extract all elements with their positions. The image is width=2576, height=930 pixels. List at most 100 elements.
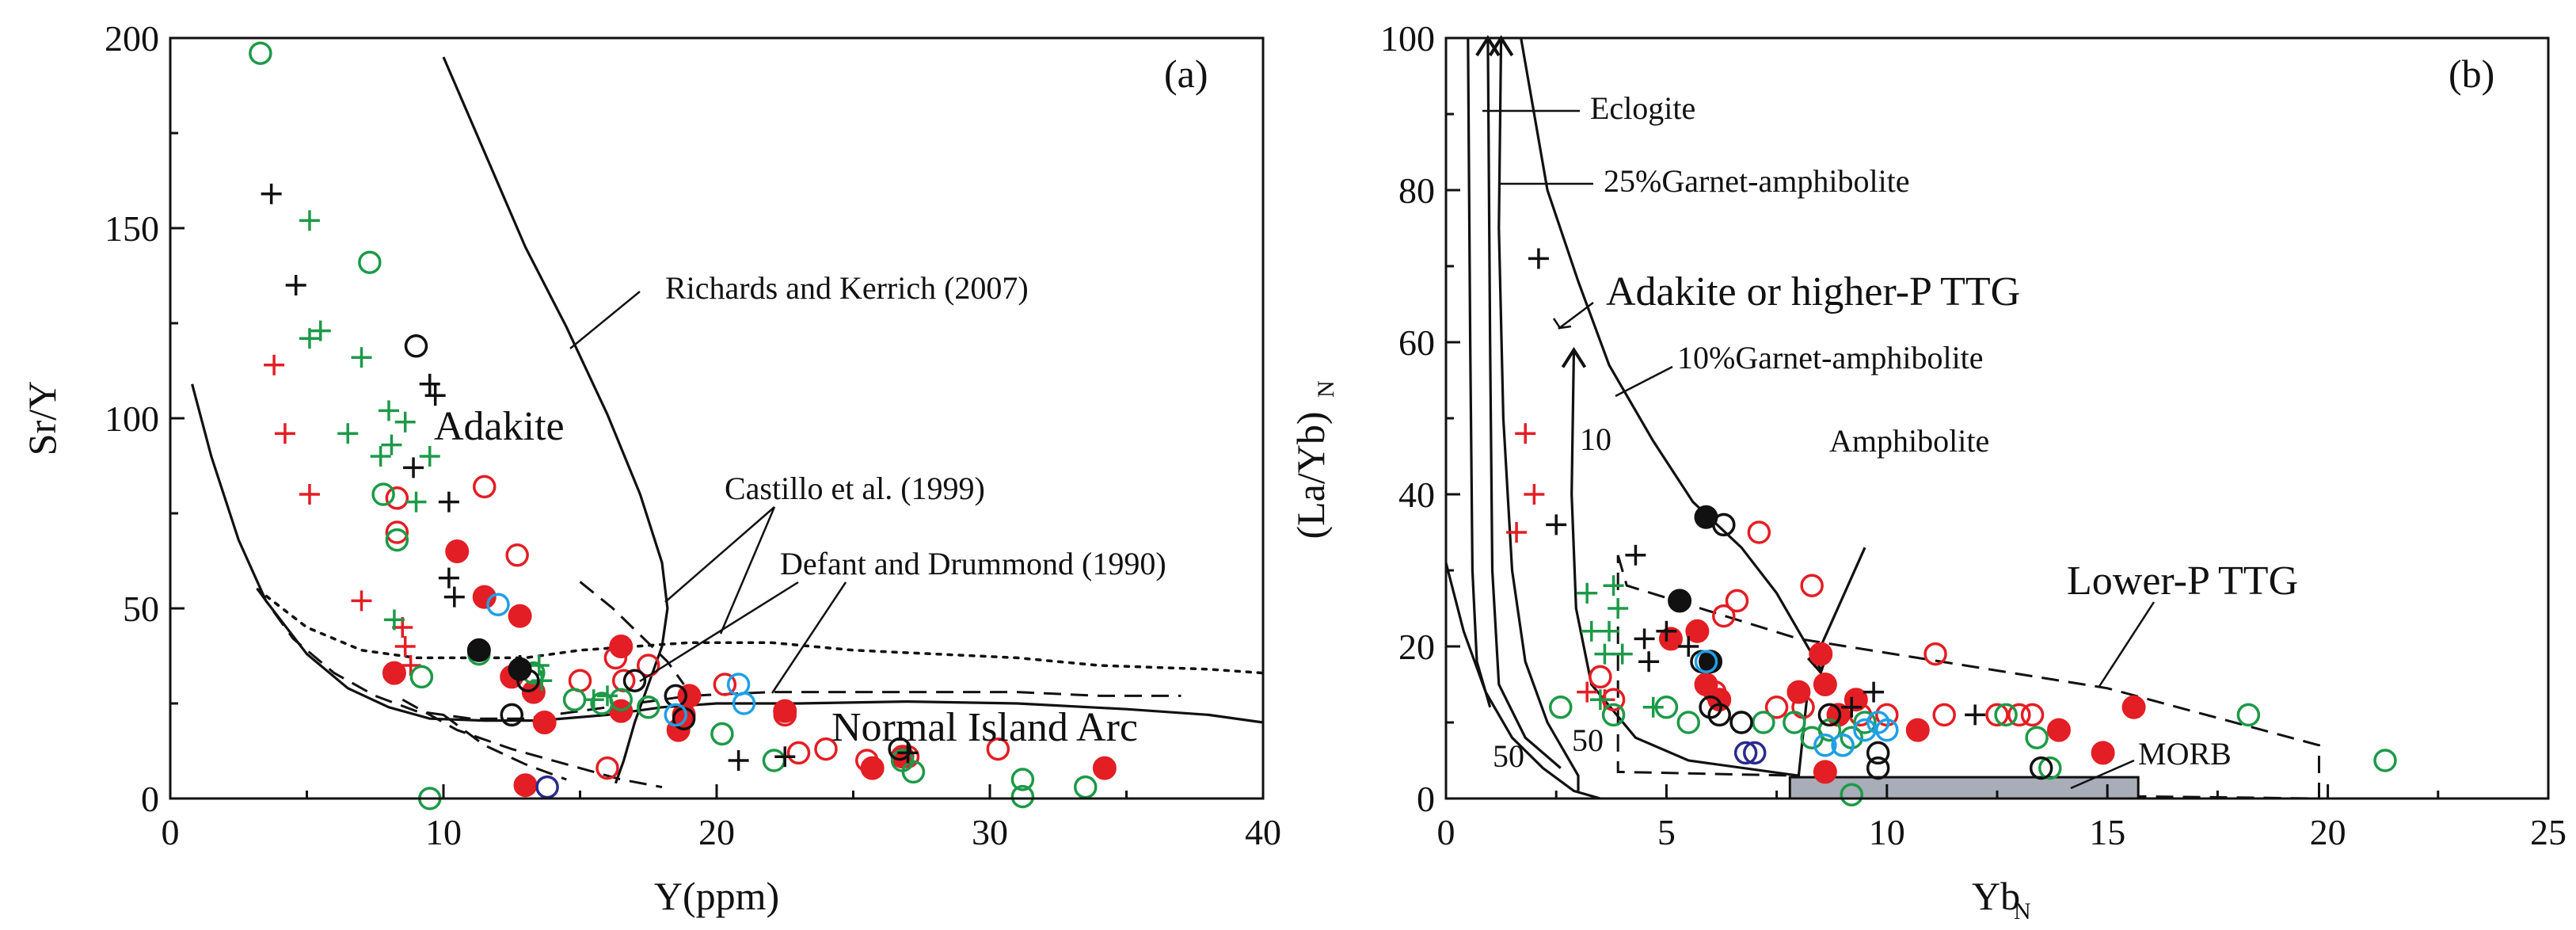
a-point-blue-open <box>486 593 510 616</box>
a-point-black-cross <box>443 586 465 608</box>
panel-b-x-label: Yb <box>1972 874 2020 918</box>
a-point-black-cross <box>419 373 440 394</box>
a-point-red-open <box>505 543 529 567</box>
boundary-amph_arrow_line <box>1819 547 1866 647</box>
b-point-black-filled <box>1694 505 1718 529</box>
a-point-black-cross <box>774 746 796 768</box>
a-point-green-open <box>562 688 587 711</box>
b-point-black-filled <box>1668 589 1692 613</box>
a-point-green-open <box>249 41 272 65</box>
b-point-green-open <box>1840 783 1864 806</box>
defant-leader-2 <box>771 581 847 694</box>
b-point-green-open <box>2236 703 2261 727</box>
b-point-black-cross <box>1656 620 1677 642</box>
b-point-black-cross <box>1841 696 1863 718</box>
a-point-green-cross <box>405 491 427 513</box>
a-point-green-open <box>385 528 409 552</box>
a-point-green-cross <box>394 411 416 433</box>
a-point-green-cross <box>379 400 399 421</box>
a-point-green-cross <box>337 423 359 444</box>
garnet10-leader <box>1615 365 1673 398</box>
panel-b-y-label-sub: N <box>1313 380 1339 398</box>
a-x-tick-label: 10 <box>425 812 462 852</box>
b-point-green-open <box>1783 711 1806 734</box>
b-point-red-open <box>1712 604 1736 628</box>
a-point-red-filled <box>508 604 532 628</box>
b-point-green-open <box>1752 711 1775 734</box>
a-point-red-cross <box>351 590 372 612</box>
b-point-green-open <box>1853 711 1877 734</box>
castillo-leader-1 <box>664 506 775 603</box>
adakite-leader-arrow <box>1552 318 1572 330</box>
annotation-garnet25: 25%Garnet-amphibolite <box>1604 163 1910 199</box>
a-point-green-cross <box>310 320 331 341</box>
panel-a-axis-ticks: 0 10 20 30 40 0 50 100 150 200 <box>105 18 1281 852</box>
panel-b-points <box>1506 248 2397 806</box>
boundary-inner_dashed_upper <box>579 581 685 685</box>
a-point-red-open <box>473 475 497 499</box>
b-point-green-cross <box>1611 643 1633 665</box>
a-point-red-filled <box>382 661 406 685</box>
b-point-green-open <box>2025 726 2049 749</box>
b-point-black-cross <box>1528 248 1549 269</box>
a-point-red-filled <box>1092 756 1117 780</box>
a-point-green-open <box>1074 775 1098 799</box>
panel-b-plot-frame <box>1444 36 2550 800</box>
b-y-tick-label: 40 <box>1398 475 1435 515</box>
b-point-green-cross <box>1642 696 1664 718</box>
b-point-green-cross <box>1577 582 1598 604</box>
panel-a-boundaries <box>191 56 1265 789</box>
b-point-black-open <box>1817 703 1842 727</box>
b-point-red-open <box>1725 589 1749 613</box>
a-x-tick-label: 0 <box>162 812 180 852</box>
lower-leader <box>2097 601 2156 688</box>
b-point-red-filled <box>1905 718 1930 742</box>
annotation-defant: Defant and Drummond (1990) <box>780 546 1166 581</box>
a-x-tick-label: 30 <box>972 812 1008 852</box>
b-point-green-cross <box>1608 598 1629 619</box>
a-point-red-open <box>773 703 797 727</box>
panel-a-field-adakite: Adakite <box>434 404 565 449</box>
b-x-tick-label: 15 <box>2089 812 2125 852</box>
b-y-tick-label: 0 <box>1417 779 1435 819</box>
panel-b-field-morb: MORB <box>2138 736 2232 772</box>
a-y-tick-label: 150 <box>105 208 159 249</box>
boundary-amphibolite <box>1444 562 1601 800</box>
b-point-red-open <box>2020 703 2045 727</box>
panel-b-y-label-group: (La/Yb) N <box>1288 380 1339 539</box>
b-point-red-cross <box>1506 522 1528 543</box>
a-point-green-open <box>1010 768 1035 791</box>
a-point-green-open <box>762 749 786 772</box>
b-point-black-open <box>1707 703 1731 727</box>
b-point-green-open <box>2373 749 2397 772</box>
a-point-red-open <box>385 486 409 510</box>
b-point-black-cross <box>1638 651 1660 673</box>
b-point-black-open <box>2029 756 2053 780</box>
panel-b-x-label-sub: N <box>2014 898 2031 924</box>
a-point-red-filled <box>472 585 497 609</box>
b-point-blue-open <box>1875 718 1899 742</box>
a-point-green-cross <box>528 655 550 676</box>
a-point-green-open <box>358 250 382 274</box>
b-point-green-open <box>1817 718 1842 742</box>
a-point-green-cross <box>583 689 604 711</box>
b-x-tick-label: 25 <box>2530 812 2566 852</box>
b-point-green-cross <box>1594 643 1615 665</box>
a-point-black-cross <box>403 457 424 478</box>
boundary-eclogite <box>1486 37 1562 769</box>
a-point-red-filled <box>445 539 470 563</box>
panel-a-points <box>249 41 1117 810</box>
annotation-eclogite: Eclogite <box>1590 90 1695 126</box>
annotation-castillo: Castillo et al. (1999) <box>725 471 985 506</box>
a-point-blue-open <box>726 673 751 696</box>
annotation-richards: Richards and Kerrich (2007) <box>665 270 1029 306</box>
a-point-red-cross <box>299 484 320 505</box>
a-point-green-open <box>409 665 434 689</box>
b-point-black-open <box>1866 741 1890 765</box>
b-point-red-filled <box>1685 619 1710 643</box>
a-point-green-cross <box>299 328 320 349</box>
b-point-black-open <box>1729 711 1753 734</box>
a-point-green-cross <box>381 434 402 455</box>
richards-leader <box>569 291 641 349</box>
